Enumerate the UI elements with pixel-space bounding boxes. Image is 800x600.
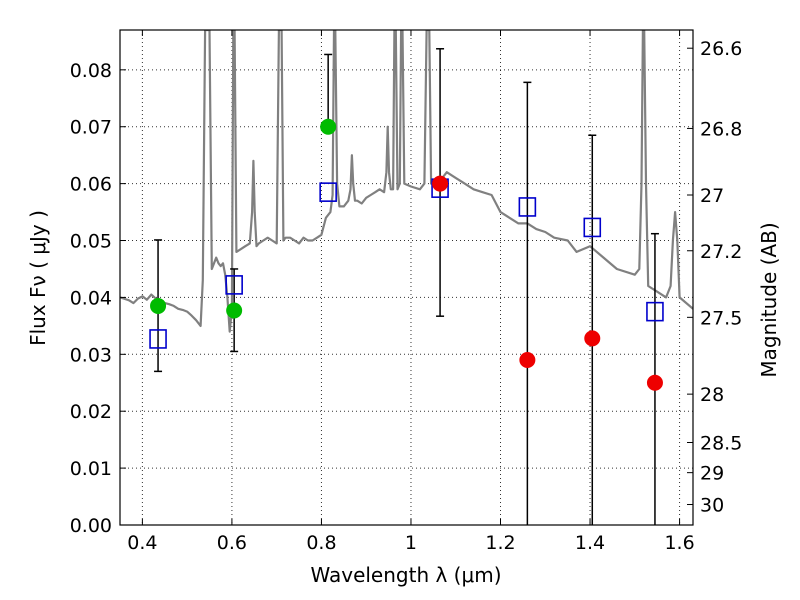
x-tick-label: 0.6 — [217, 532, 247, 554]
y-tick-label: 0.00 — [70, 515, 112, 537]
y-right-tick-label: 30 — [700, 495, 724, 517]
plot-frame — [119, 29, 694, 526]
model-sed-line — [120, 30, 693, 333]
y-right-tick-label: 27 — [700, 185, 724, 207]
y-tick-label: 0.02 — [70, 401, 112, 423]
y-axis-right-label: Magnitude (AB) — [757, 222, 781, 377]
observed-point-green — [226, 302, 243, 319]
observed-point-red — [519, 352, 536, 368]
model-photometry-square — [518, 197, 537, 217]
y-right-tick-label: 28.5 — [700, 433, 742, 455]
model-photometry-square — [646, 301, 664, 322]
observed-point-red — [646, 374, 663, 391]
y-tick-label: 0.01 — [70, 458, 112, 480]
y-right-tick-label: 28 — [700, 384, 724, 406]
y-right-tick-label: 27.2 — [700, 241, 742, 263]
x-tick-label: 0.8 — [306, 532, 336, 554]
y-tick-label: 0.06 — [70, 174, 112, 196]
model-photometry-square — [583, 217, 602, 238]
y-right-tick-label: 27.5 — [700, 307, 742, 329]
marker-layer — [149, 118, 664, 391]
x-tick-label: 1.2 — [485, 532, 515, 554]
y-tick-label: 0.08 — [70, 60, 112, 82]
y-right-tick-label: 26.6 — [700, 38, 742, 60]
grid — [120, 30, 693, 526]
model-sed-layer — [120, 30, 693, 333]
x-tick-label: 0.4 — [127, 532, 157, 554]
x-axis-label: Wavelength λ (μm) — [310, 563, 501, 587]
observed-point-red — [432, 175, 449, 192]
model-photometry-square — [225, 275, 243, 295]
x-tick-label: 1 — [405, 532, 417, 554]
y-tick-label: 0.03 — [70, 344, 112, 366]
model-photometry-square — [319, 182, 337, 202]
tick-layer: 0.4 0.6 0.8 1 1.2 1.4 1.6 0.00 0.01 0.02 0.03 0.04 0… — [70, 30, 742, 554]
observed-point-green — [150, 297, 167, 314]
y-right-tick-label: 29 — [700, 463, 724, 485]
y-axis-label: Flux Fν ( μJy ) — [26, 210, 50, 346]
y-tick-label: 0.07 — [70, 117, 112, 139]
x-tick-label: 1.4 — [575, 532, 605, 554]
observed-point-green — [320, 118, 337, 135]
y-tick-label: 0.04 — [70, 287, 112, 309]
x-tick-label: 1.6 — [664, 532, 694, 554]
observed-point-red — [584, 330, 601, 347]
errorbar-layer — [154, 48, 659, 525]
y-tick-label: 0.05 — [70, 231, 112, 253]
y-right-tick-label: 26.8 — [700, 118, 742, 140]
model-photometry-square — [149, 329, 167, 349]
